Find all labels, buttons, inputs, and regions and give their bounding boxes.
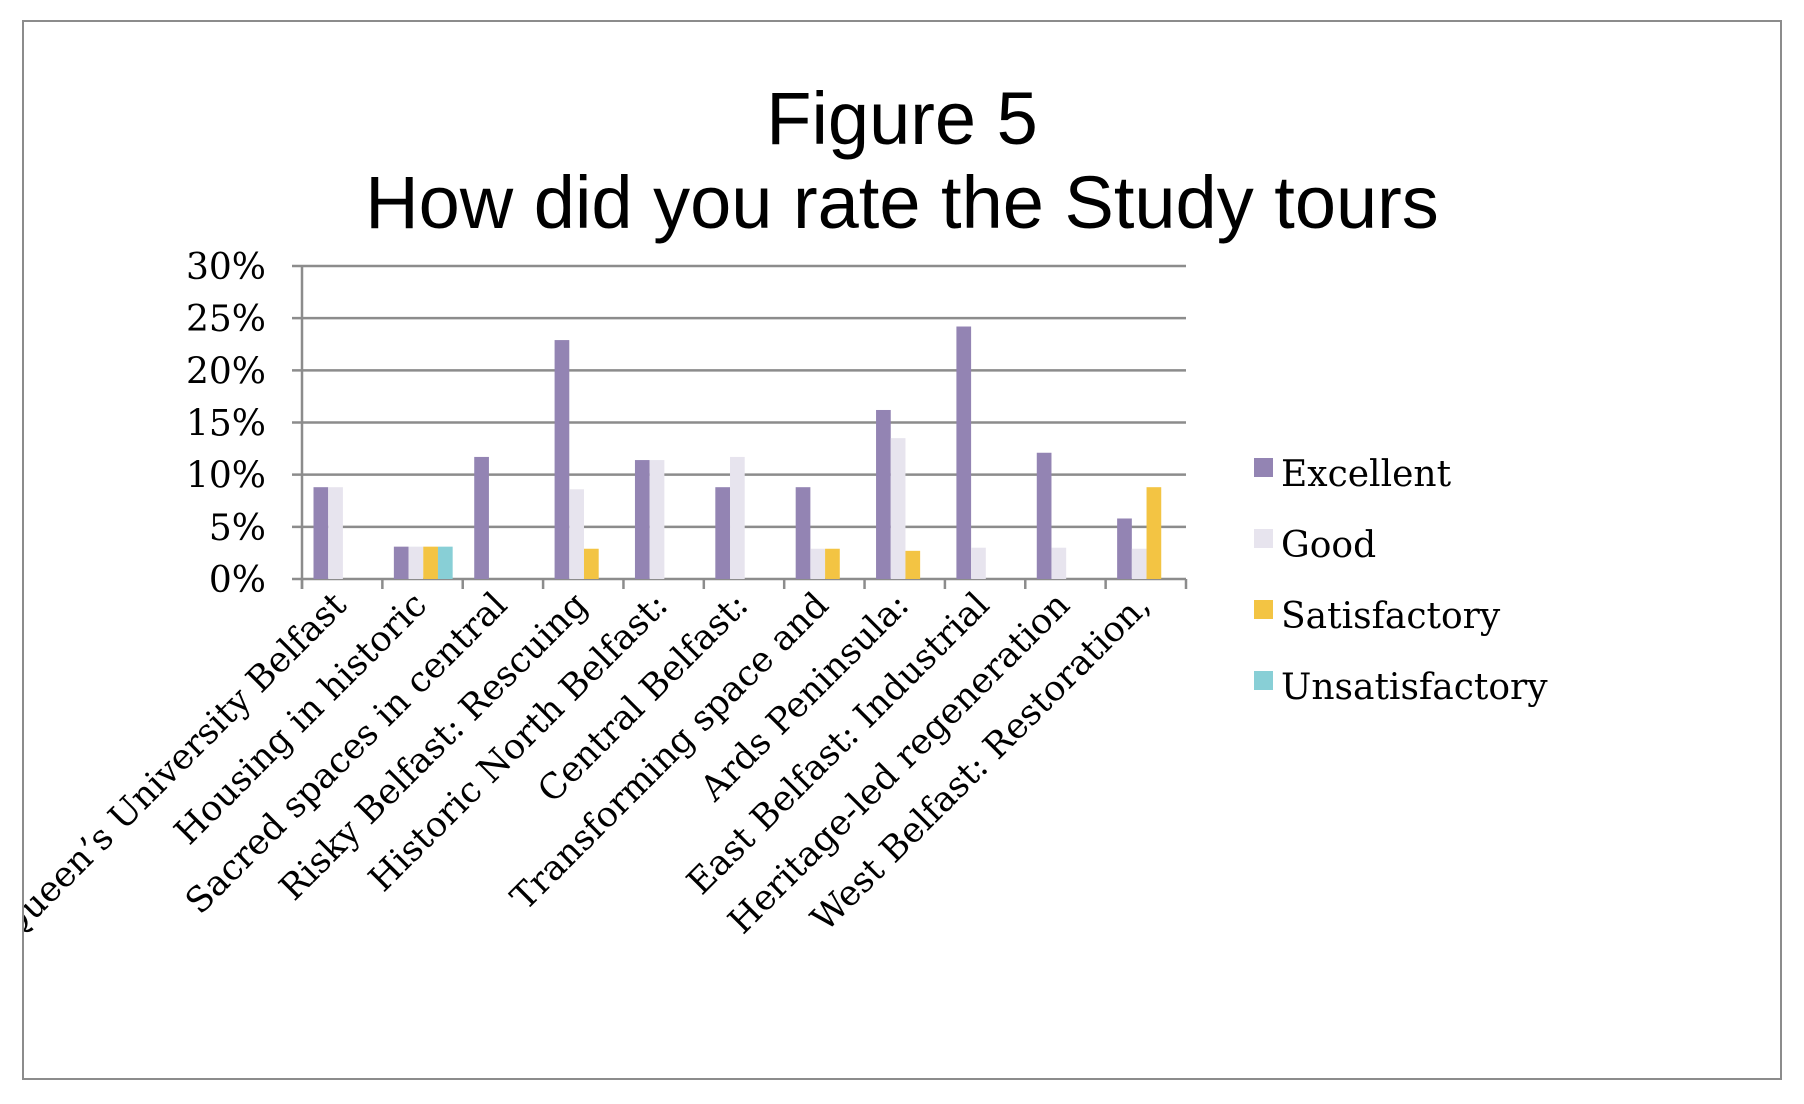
bar-excellent	[795, 487, 811, 579]
bar-good	[890, 438, 906, 579]
y-tick-label: 5%	[209, 508, 266, 549]
bar-excellent	[1036, 452, 1052, 579]
bar-satisfactory	[423, 546, 438, 579]
legend: Excellent Good Satisfactory Unsatisfactory	[1254, 454, 1548, 708]
y-tick-label: 25%	[186, 299, 266, 340]
x-axis	[300, 266, 1188, 589]
bar-good	[810, 548, 826, 579]
chart-frame: Figure 5 How did you rate the Study tour…	[22, 20, 1782, 1080]
bar-satisfactory	[1146, 487, 1162, 579]
bar-good	[1051, 547, 1067, 579]
x-category-label: Sacred spaces in central	[178, 585, 515, 922]
legend-swatch	[1254, 458, 1273, 477]
chart-subtitle: How did you rate the Study tours	[365, 161, 1439, 244]
bar-good	[408, 546, 424, 579]
bar-excellent	[956, 326, 972, 579]
bar-excellent	[313, 487, 329, 579]
bar-excellent	[1117, 518, 1132, 579]
bar-good	[1131, 548, 1147, 579]
bar-chart: Figure 5 How did you rate the Study tour…	[24, 77, 1548, 948]
y-axis-ticks: 0% 5% 10% 15% 20% 25% 30%	[186, 247, 266, 601]
bar-satisfactory	[905, 550, 921, 579]
legend-label: Satisfactory	[1281, 596, 1501, 637]
chart-title: Figure 5	[766, 77, 1037, 160]
bar-excellent	[715, 487, 731, 579]
bar-satisfactory	[825, 548, 840, 579]
bar-excellent	[554, 340, 570, 579]
y-tick-label: 20%	[186, 351, 266, 392]
y-tick-label: 15%	[186, 404, 266, 445]
bar-good	[328, 487, 343, 579]
legend-swatch	[1254, 671, 1273, 690]
bar-excellent	[876, 409, 891, 579]
bar-excellent	[393, 546, 409, 579]
legend-label: Unsatisfactory	[1281, 667, 1548, 708]
bars	[313, 326, 1162, 579]
bar-good	[730, 456, 745, 579]
y-tick-label: 0%	[209, 560, 266, 601]
bar-good	[971, 547, 986, 579]
y-tick-label: 30%	[186, 247, 266, 288]
bar-satisfactory	[583, 548, 599, 579]
bar-excellent	[634, 460, 650, 579]
bar-good	[569, 489, 584, 579]
y-tick-label: 10%	[186, 456, 266, 497]
bar-good	[649, 460, 665, 579]
bar-unsatisfactory	[437, 546, 453, 579]
bar-excellent	[474, 456, 489, 579]
legend-label: Good	[1281, 525, 1376, 566]
legend-label: Excellent	[1281, 454, 1452, 495]
legend-swatch	[1254, 529, 1273, 548]
legend-swatch	[1254, 600, 1273, 619]
